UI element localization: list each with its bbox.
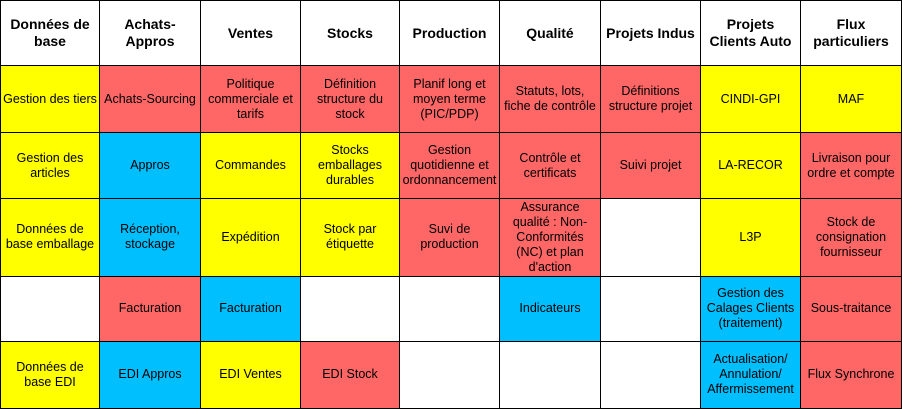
table-cell: Stock par étiquette xyxy=(300,198,400,277)
table-cell: EDI Stock xyxy=(300,340,400,410)
table-cell: Actualisation/ Annulation/ Affermissemen… xyxy=(700,340,801,410)
table-cell: Stocks emballages durables xyxy=(300,132,400,200)
table-cell: Définitions structure projet xyxy=(600,64,701,134)
table-cell xyxy=(399,275,500,342)
table-row: Gestion des articles Appros Commandes St… xyxy=(0,132,902,200)
table-cell: Indicateurs xyxy=(499,275,601,342)
header-row: Données de base Achats-Appros Ventes Sto… xyxy=(0,0,902,66)
table-cell: Appros xyxy=(99,132,201,200)
table-cell: Politique commerciale et tarifs xyxy=(200,64,301,134)
table-cell: Expédition xyxy=(200,198,301,277)
table-cell xyxy=(600,340,701,410)
header-qualite: Qualité xyxy=(499,0,601,66)
table-cell: Contrôle et certificats xyxy=(499,132,601,200)
table-cell xyxy=(600,198,701,277)
table-cell: Suivi projet xyxy=(600,132,701,200)
table-cell: Commandes xyxy=(200,132,301,200)
header-projets-indus: Projets Indus xyxy=(600,0,701,66)
header-achats-appros: Achats-Appros xyxy=(99,0,201,66)
table-cell: Facturation xyxy=(200,275,301,342)
table-cell: MAF xyxy=(800,64,902,134)
table-cell: CINDI-GPI xyxy=(700,64,801,134)
table-cell xyxy=(300,275,400,342)
header-stocks: Stocks xyxy=(300,0,400,66)
table-cell: Gestion des articles xyxy=(0,132,100,200)
table-cell: Données de base EDI xyxy=(0,340,100,410)
table-cell: Assurance qualité : Non-Conformités (NC)… xyxy=(499,198,601,277)
table-cell xyxy=(399,340,500,410)
table-cell: Facturation xyxy=(99,275,201,342)
table-cell: L3P xyxy=(700,198,801,277)
header-production: Production xyxy=(399,0,500,66)
table-cell: Stock de consignation fournisseur xyxy=(800,198,902,277)
table-cell xyxy=(0,275,100,342)
header-projets-clients-auto: Projets Clients Auto xyxy=(700,0,801,66)
table-cell: Planif long et moyen terme (PIC/PDP) xyxy=(399,64,500,134)
header-donnees-de-base: Données de base xyxy=(0,0,100,66)
table-cell: Flux Synchrone xyxy=(800,340,902,410)
table-cell: EDI Appros xyxy=(99,340,201,410)
table-cell: Définition structure du stock xyxy=(300,64,400,134)
header-flux-particuliers: Flux particuliers xyxy=(800,0,902,66)
table-cell: LA-RECOR xyxy=(700,132,801,200)
table-row: Facturation Facturation Indicateurs Gest… xyxy=(0,275,902,342)
table-cell: Achats-Sourcing xyxy=(99,64,201,134)
table-cell: Suvi de production xyxy=(399,198,500,277)
table-cell: EDI Ventes xyxy=(200,340,301,410)
table-row: Gestion des tiers Achats-Sourcing Politi… xyxy=(0,64,902,134)
table-row: Données de base emballage Réception, sto… xyxy=(0,198,902,277)
table-cell: Livraison pour ordre et compte xyxy=(800,132,902,200)
table-cell: Gestion des tiers xyxy=(0,64,100,134)
table-cell: Gestion quotidienne et ordonnancement xyxy=(399,132,500,200)
table-cell xyxy=(600,275,701,342)
table-row: Données de base EDI EDI Appros EDI Vente… xyxy=(0,340,902,410)
table-cell xyxy=(499,340,601,410)
table-cell: Gestion des Calages Clients (traitement) xyxy=(700,275,801,342)
table-cell: Statuts, lots, fiche de contrôle xyxy=(499,64,601,134)
table-cell: Sous-traitance xyxy=(800,275,902,342)
table-cell: Données de base emballage xyxy=(0,198,100,277)
table-cell: Réception, stockage xyxy=(99,198,201,277)
header-ventes: Ventes xyxy=(200,0,301,66)
